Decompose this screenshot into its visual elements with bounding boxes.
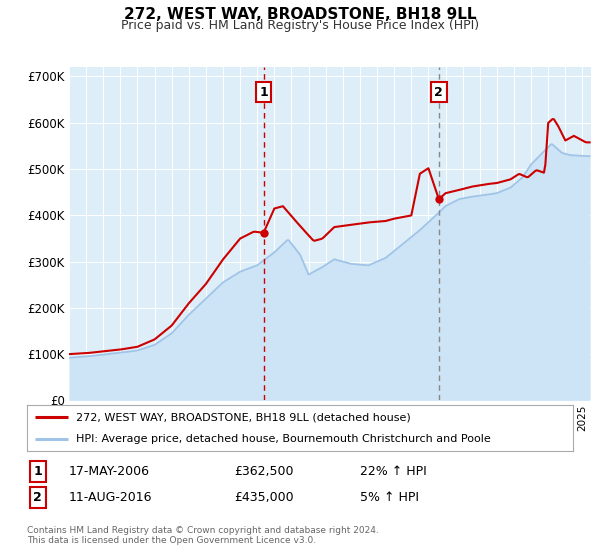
Text: 2: 2 — [434, 86, 443, 99]
Text: HPI: Average price, detached house, Bournemouth Christchurch and Poole: HPI: Average price, detached house, Bour… — [76, 435, 491, 444]
Text: 5% ↑ HPI: 5% ↑ HPI — [360, 491, 419, 504]
Text: 272, WEST WAY, BROADSTONE, BH18 9LL (detached house): 272, WEST WAY, BROADSTONE, BH18 9LL (det… — [76, 412, 411, 422]
Text: This data is licensed under the Open Government Licence v3.0.: This data is licensed under the Open Gov… — [27, 536, 316, 545]
Text: Contains HM Land Registry data © Crown copyright and database right 2024.: Contains HM Land Registry data © Crown c… — [27, 526, 379, 535]
Text: 11-AUG-2016: 11-AUG-2016 — [69, 491, 152, 504]
Text: 22% ↑ HPI: 22% ↑ HPI — [360, 465, 427, 478]
Text: Price paid vs. HM Land Registry's House Price Index (HPI): Price paid vs. HM Land Registry's House … — [121, 19, 479, 32]
Text: 1: 1 — [259, 86, 268, 99]
Text: £435,000: £435,000 — [234, 491, 293, 504]
Text: 17-MAY-2006: 17-MAY-2006 — [69, 465, 150, 478]
Text: £362,500: £362,500 — [234, 465, 293, 478]
Text: 1: 1 — [34, 465, 42, 478]
Text: 272, WEST WAY, BROADSTONE, BH18 9LL: 272, WEST WAY, BROADSTONE, BH18 9LL — [124, 7, 476, 22]
Text: 2: 2 — [34, 491, 42, 504]
